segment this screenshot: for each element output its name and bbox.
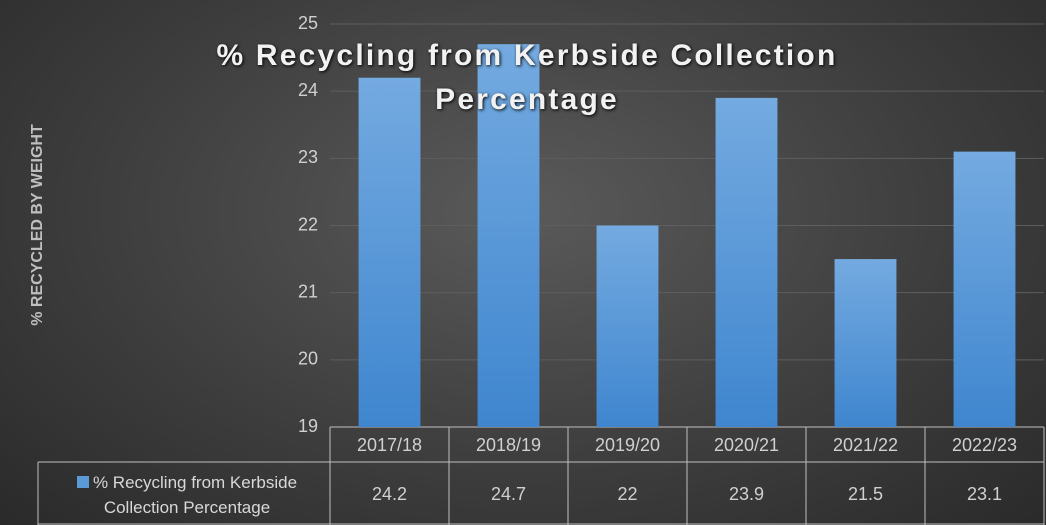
legend-key (76, 476, 89, 488)
y-tick-label: 24 (298, 80, 318, 100)
table-value: 24.2 (372, 484, 407, 504)
y-tick-label: 23 (298, 147, 318, 167)
bar (596, 225, 659, 427)
bar (715, 97, 778, 427)
bar (477, 44, 540, 428)
y-tick-label: 22 (298, 214, 318, 234)
table-value: 22 (617, 484, 637, 504)
bar (953, 151, 1016, 427)
x-tick-label: 2021/22 (833, 435, 898, 455)
bar (358, 77, 421, 427)
table-value: 23.9 (729, 484, 764, 504)
x-tick-label: 2020/21 (714, 435, 779, 455)
table-value: 21.5 (848, 484, 883, 504)
x-tick-label: 2019/20 (595, 435, 660, 455)
legend-label: % Recycling from Kerbside Collection Per… (92, 473, 298, 517)
y-tick-label: 25 (298, 13, 318, 33)
y-axis-label: % RECYCLED BY WEIGHT (29, 124, 46, 326)
table-value: 24.7 (491, 484, 526, 504)
y-tick-label: 21 (298, 281, 318, 301)
x-tick-label: 2022/23 (952, 435, 1017, 455)
chart-title: % Recycling from Kerbside Collection Per… (216, 39, 838, 116)
table-value: 23.1 (967, 484, 1002, 504)
y-tick-label: 19 (298, 416, 318, 436)
y-tick-label: 20 (298, 349, 318, 369)
legend-entry: % Recycling from Kerbside Collection Per… (44, 470, 330, 520)
x-tick-label: 2017/18 (357, 435, 422, 455)
bar (834, 259, 897, 427)
x-tick-label: 2018/19 (476, 435, 541, 455)
